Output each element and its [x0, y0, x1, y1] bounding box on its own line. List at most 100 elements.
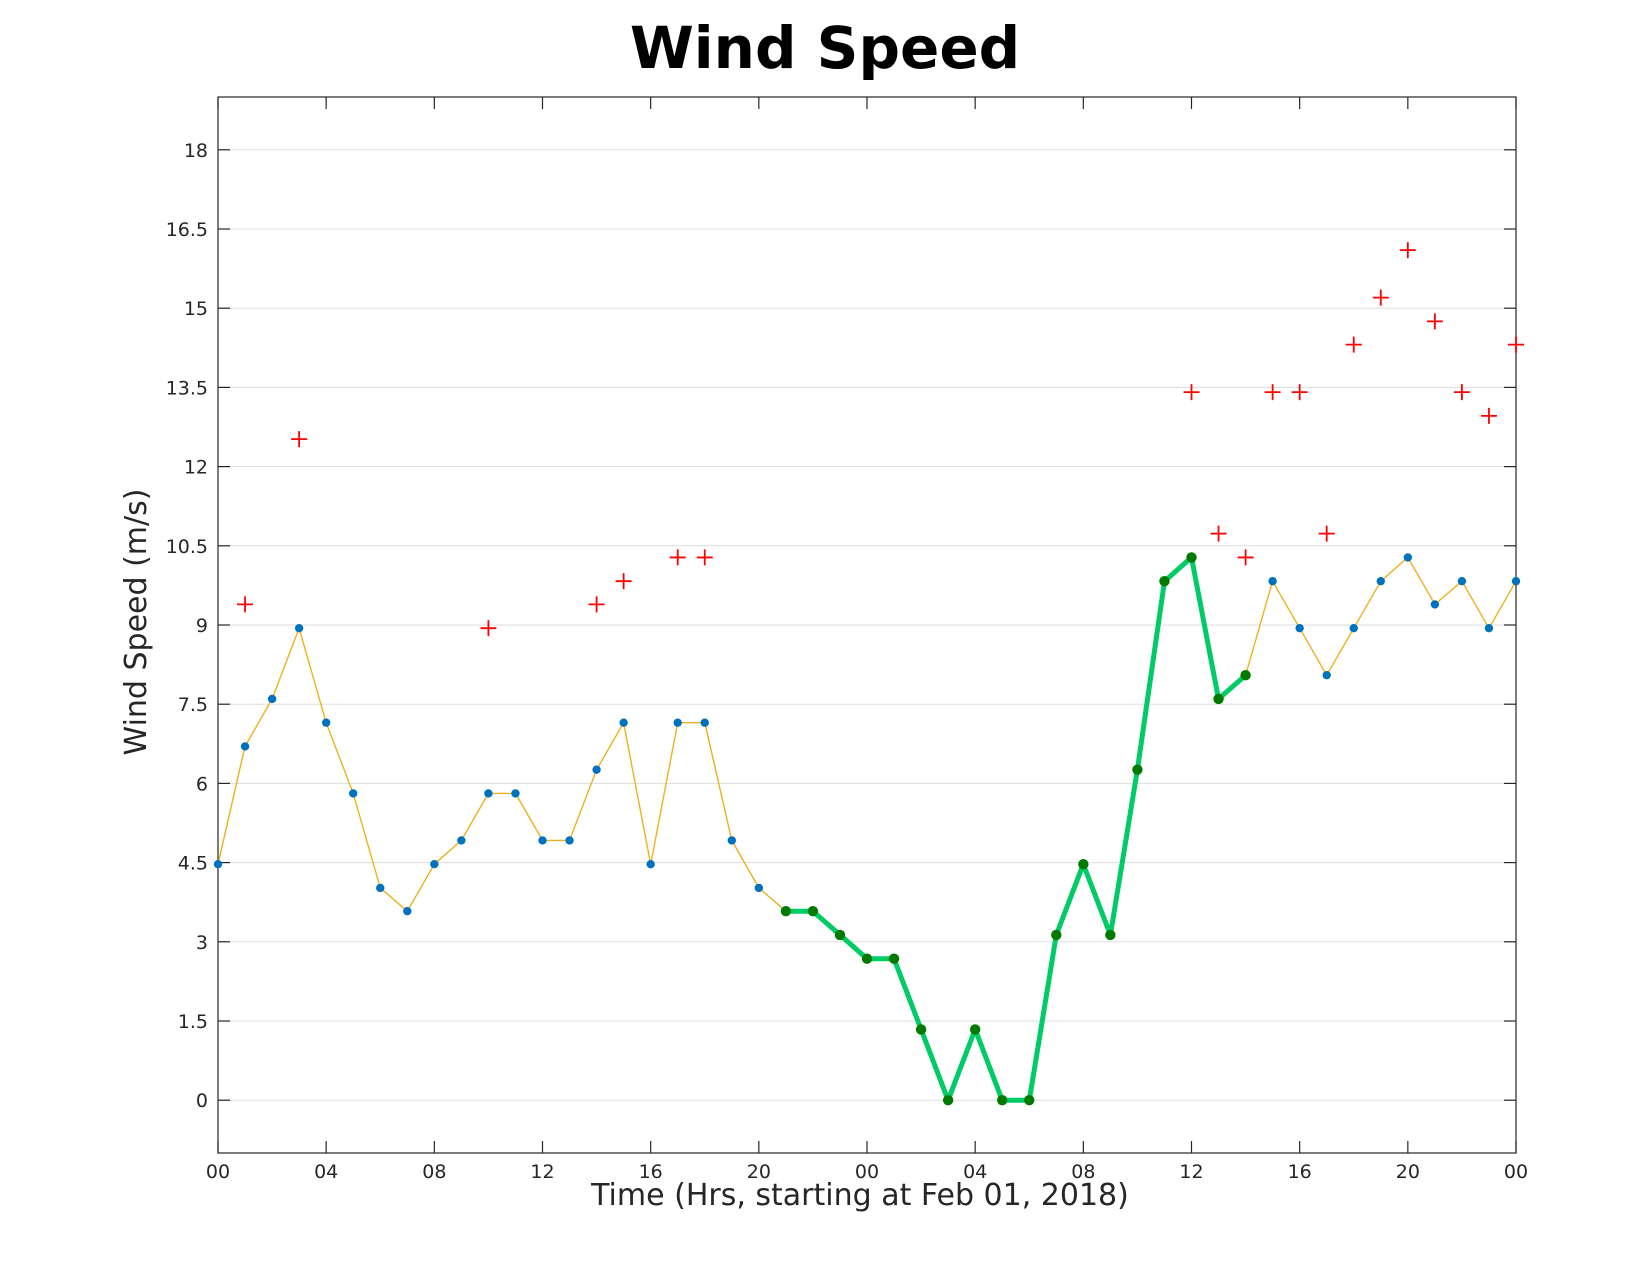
gust-plus-marker	[1345, 336, 1362, 353]
highlighted-segment-point	[1132, 764, 1143, 775]
y-axis-tick-labels: 0 1.5 3 4.5 6 7.5 9 10.5 12 13.5 15 16.5 18	[166, 140, 208, 1112]
y-tick-label: 16.5	[166, 219, 208, 241]
wind-speed-point	[592, 765, 601, 774]
highlighted-segment-point	[1051, 929, 1062, 941]
wind-speed-point	[267, 694, 277, 704]
y-tick-label: 9	[196, 615, 208, 637]
gust-plus-marker	[1508, 336, 1524, 353]
gust-plus-marker	[615, 573, 632, 590]
x-tick-label: 00	[1504, 1161, 1528, 1183]
gust-plus-marker	[1426, 313, 1443, 330]
x-tick-label: 04	[314, 1161, 338, 1183]
gust-plus-marker	[1399, 242, 1416, 259]
wind-speed-point	[511, 789, 520, 798]
y-tick-label: 10.5	[166, 536, 208, 558]
gust-plus-marker	[480, 620, 497, 637]
x-tick-label: 12	[530, 1161, 554, 1183]
highlighted-segment-point	[1105, 929, 1116, 941]
wind-speed-point	[349, 789, 358, 798]
wind-speed-point	[754, 883, 764, 893]
wind-speed-point	[619, 718, 628, 727]
wind-speed-point	[213, 859, 223, 869]
wind-speed-point	[646, 859, 655, 869]
highlighted-segment-point	[942, 1095, 954, 1106]
y-tick-label: 6	[196, 773, 208, 795]
highlighted-segment-point	[888, 953, 900, 964]
x-tick-label: 12	[1179, 1161, 1203, 1183]
highlighted-segment-point	[915, 1024, 927, 1035]
gust-plus-marker	[1480, 407, 1497, 424]
gust-plus-marker	[588, 596, 605, 613]
wind-speed-point	[1511, 576, 1521, 586]
gust-plus-marker	[1372, 289, 1389, 306]
highlighted-segment-point	[1078, 858, 1089, 870]
y-tick-label: 3	[196, 932, 208, 954]
wind-speed-point	[321, 718, 331, 727]
highlighted-segment-point	[1186, 552, 1197, 563]
gust-plus-marker	[1453, 384, 1470, 401]
wind-speed-point	[1430, 600, 1440, 609]
x-tick-label: 00	[206, 1161, 230, 1183]
y-tick-label: 13.5	[166, 377, 208, 399]
highlighted-segment-point	[997, 1095, 1008, 1106]
highlighted-segment-line	[783, 554, 1249, 1103]
y-tick-label: 1.5	[178, 1011, 208, 1033]
series-layer	[213, 242, 1524, 1106]
y-tick-label: 0	[196, 1090, 208, 1112]
highlighted-segment-point	[1240, 669, 1251, 681]
highlighted-segment-point	[780, 905, 792, 917]
wind-speed-point	[538, 836, 547, 845]
wind-speed-point	[727, 836, 736, 845]
wind-speed-point	[457, 836, 466, 845]
wind-speed-point	[565, 836, 574, 845]
x-tick-label: 20	[747, 1161, 771, 1183]
wind-speed-point	[1403, 553, 1413, 562]
y-axis-label: Wind Speed (m/s)	[119, 489, 154, 756]
x-tick-label: 08	[1071, 1161, 1095, 1183]
gust-plus-marker	[1210, 525, 1227, 542]
gust-plus-marker	[1318, 525, 1335, 542]
wind-speed-point	[1295, 623, 1304, 633]
x-tick-label: 20	[1396, 1161, 1420, 1183]
highlighted-segment-point	[1024, 1095, 1035, 1106]
wind-speed-point	[294, 623, 304, 633]
axis-ticks	[217, 97, 1517, 1153]
x-tick-label: 16	[1288, 1161, 1312, 1183]
wind-speed-point	[1484, 623, 1494, 633]
highlighted-segment-point	[969, 1024, 981, 1035]
x-tick-label: 00	[855, 1161, 879, 1183]
wind-speed-point	[1376, 576, 1385, 586]
x-axis-label: Time (Hrs, starting at Feb 01, 2018)	[590, 1178, 1129, 1213]
wind-speed-point	[1322, 670, 1331, 680]
wind-speed-point	[403, 906, 412, 916]
gust-plus-marker	[1183, 384, 1200, 401]
gust-plus-marker	[237, 596, 254, 613]
y-tick-label: 7.5	[178, 694, 208, 716]
wind-speed-point	[430, 859, 439, 869]
gust-plus-marker	[696, 549, 713, 566]
x-tick-label: 16	[639, 1161, 663, 1183]
highlighted-segment-point	[834, 929, 846, 941]
wind-speed-point	[376, 883, 385, 893]
highlighted-segment-point	[1213, 693, 1224, 705]
wind-speed-point	[484, 789, 493, 798]
y-tick-label: 12	[184, 457, 208, 479]
highlighted-segment-point	[1159, 575, 1170, 587]
x-tick-label: 08	[422, 1161, 446, 1183]
gust-plus-marker	[1264, 384, 1281, 401]
wind-speed-point	[240, 742, 250, 751]
y-tick-label: 18	[184, 140, 208, 162]
gust-plus-marker	[1237, 549, 1254, 566]
wind-speed-point	[1268, 576, 1277, 586]
wind-speed-point	[673, 718, 682, 727]
x-tick-label: 04	[963, 1161, 987, 1183]
gust-plus-marker	[1291, 384, 1308, 401]
wind-speed-point	[1349, 623, 1358, 633]
wind-speed-point	[1457, 576, 1467, 586]
wind-speed-point	[700, 718, 709, 727]
y-tick-label: 15	[184, 298, 208, 320]
highlighted-segment-point	[807, 905, 819, 917]
gust-plus-marker	[291, 431, 308, 448]
y-tick-label: 4.5	[178, 853, 208, 875]
